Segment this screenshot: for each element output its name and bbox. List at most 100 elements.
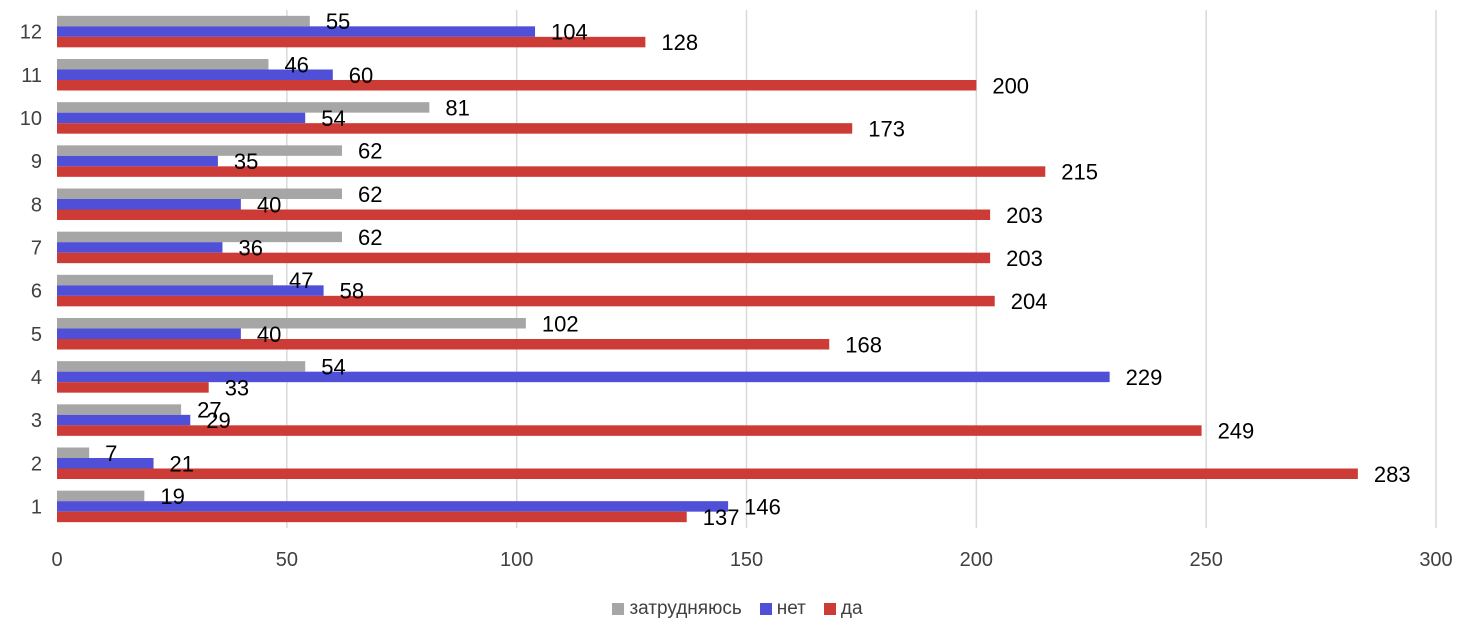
x-axis-tick-labels: 0 50 100 150 200 250 300 bbox=[51, 549, 1452, 571]
bar bbox=[57, 123, 853, 134]
data-label: 7 bbox=[105, 441, 117, 466]
data-label: 58 bbox=[340, 279, 364, 304]
data-label: 35 bbox=[234, 149, 258, 174]
bar bbox=[57, 209, 991, 220]
legend-item-net: нет bbox=[759, 598, 806, 620]
x-tick-label: 100 bbox=[500, 549, 533, 571]
data-label: 60 bbox=[349, 63, 373, 88]
data-label: 54 bbox=[321, 354, 345, 379]
y-tick-label: 3 bbox=[31, 410, 42, 432]
data-label: 215 bbox=[1061, 160, 1098, 185]
data-label: 81 bbox=[445, 95, 469, 120]
data-label: 203 bbox=[1006, 246, 1043, 271]
data-label: 168 bbox=[845, 332, 882, 357]
y-tick-label: 9 bbox=[31, 151, 42, 173]
legend-swatch-blue bbox=[759, 603, 772, 615]
bar bbox=[57, 15, 310, 27]
data-label: 47 bbox=[289, 268, 313, 293]
bar bbox=[57, 252, 991, 264]
bar bbox=[57, 339, 830, 350]
y-tick-label: 2 bbox=[31, 453, 42, 475]
data-label: 229 bbox=[1126, 365, 1163, 390]
bar bbox=[57, 145, 342, 156]
bar bbox=[57, 425, 1202, 436]
data-label: 55 bbox=[326, 9, 350, 34]
data-label: 146 bbox=[744, 494, 781, 519]
data-label: 102 bbox=[542, 311, 579, 336]
legend-label: затрудняюсь bbox=[629, 598, 742, 619]
data-label: 173 bbox=[868, 116, 905, 141]
data-label: 46 bbox=[284, 52, 308, 77]
bar bbox=[57, 295, 995, 307]
bar bbox=[57, 318, 526, 329]
y-tick-label: 12 bbox=[20, 22, 42, 44]
data-label: 40 bbox=[257, 322, 281, 347]
bar bbox=[57, 59, 269, 70]
bar bbox=[57, 69, 333, 80]
x-tick-label: 150 bbox=[730, 549, 763, 571]
data-label: 33 bbox=[225, 375, 249, 400]
data-label: 40 bbox=[257, 192, 281, 217]
data-label: 27 bbox=[197, 398, 221, 423]
bar bbox=[57, 199, 241, 210]
bar bbox=[57, 36, 646, 48]
bar bbox=[57, 490, 145, 502]
bar bbox=[57, 468, 1358, 479]
bar bbox=[57, 458, 154, 469]
bar bbox=[57, 155, 218, 167]
data-label: 62 bbox=[358, 225, 382, 250]
y-tick-label: 7 bbox=[31, 237, 42, 259]
x-tick-label: 0 bbox=[51, 549, 62, 571]
y-tick-label: 6 bbox=[31, 281, 42, 303]
x-tick-label: 300 bbox=[1419, 549, 1452, 571]
bar bbox=[57, 501, 729, 512]
bar bbox=[57, 414, 191, 426]
x-tick-label: 250 bbox=[1189, 549, 1222, 571]
data-label: 29 bbox=[206, 408, 230, 433]
bar bbox=[57, 447, 90, 458]
bar-layer bbox=[57, 15, 1358, 523]
legend-item-zatrudnyayus: затрудняюсь bbox=[612, 598, 742, 620]
data-label: 21 bbox=[170, 451, 194, 476]
bar bbox=[57, 274, 274, 286]
bar bbox=[57, 102, 430, 113]
chart-legend: затрудняюсь нет да bbox=[0, 598, 1475, 620]
data-label: 203 bbox=[1006, 203, 1043, 228]
legend-item-da: да bbox=[823, 598, 863, 620]
bar bbox=[57, 404, 182, 415]
bar bbox=[57, 328, 241, 339]
bar bbox=[57, 80, 977, 91]
data-label: 62 bbox=[358, 139, 382, 164]
data-label: 104 bbox=[551, 20, 588, 45]
bar bbox=[57, 26, 536, 37]
data-label: 54 bbox=[321, 106, 345, 131]
bar bbox=[57, 112, 306, 124]
legend-swatch-red bbox=[823, 603, 836, 615]
data-label: 200 bbox=[992, 73, 1029, 98]
y-tick-label: 8 bbox=[31, 194, 42, 216]
x-tick-label: 50 bbox=[276, 549, 298, 571]
y-tick-label: 10 bbox=[20, 108, 42, 130]
y-tick-label: 4 bbox=[31, 367, 42, 389]
bar bbox=[57, 285, 324, 296]
y-tick-label: 11 bbox=[21, 65, 42, 87]
data-label: 19 bbox=[160, 484, 184, 509]
bar bbox=[57, 371, 1110, 383]
bar bbox=[57, 188, 342, 199]
legend-label: да bbox=[840, 598, 863, 619]
bar bbox=[57, 382, 209, 393]
bar bbox=[57, 511, 687, 523]
data-label: 137 bbox=[703, 505, 740, 530]
data-label: 204 bbox=[1011, 289, 1048, 314]
legend-label: нет bbox=[776, 598, 806, 619]
bar bbox=[57, 361, 306, 372]
bar bbox=[57, 166, 1046, 177]
bar bbox=[57, 231, 342, 243]
data-label: 249 bbox=[1218, 419, 1255, 444]
legend-swatch-grey bbox=[612, 603, 625, 615]
data-label: 62 bbox=[358, 182, 382, 207]
data-label: 283 bbox=[1374, 462, 1411, 487]
